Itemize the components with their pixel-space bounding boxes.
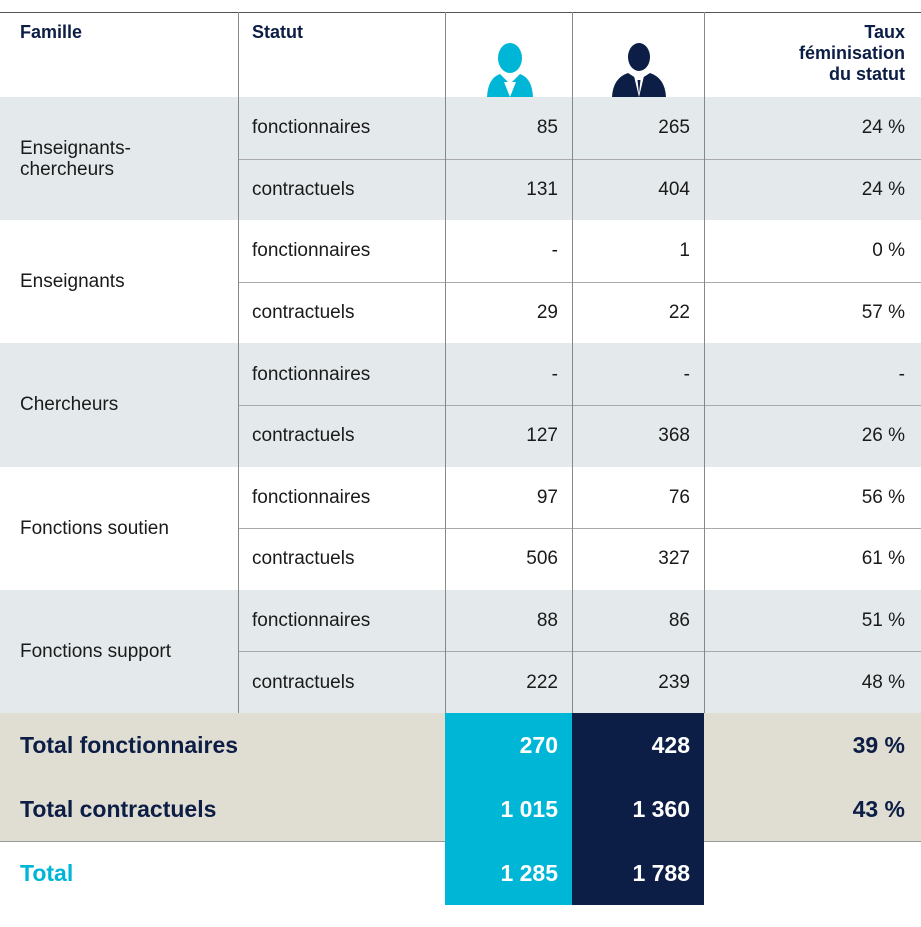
cell: 1 015 — [445, 777, 572, 841]
cell: Enseignants- chercheurs — [20, 137, 131, 180]
rule — [238, 12, 239, 713]
cell: contractuels — [252, 548, 355, 570]
cell: 1 — [679, 240, 690, 262]
female-icon — [487, 43, 533, 97]
rule — [445, 12, 446, 713]
cell: 88 — [536, 610, 558, 632]
cell: Total contractuels — [20, 795, 217, 822]
rule — [0, 12, 921, 13]
cell: contractuels — [252, 302, 355, 324]
cell: 1 360 — [572, 777, 704, 841]
cell: 86 — [668, 610, 690, 632]
cell: 97 — [536, 486, 558, 508]
cell: Taux féminisation du statut — [798, 22, 905, 84]
cell: contractuels — [252, 425, 355, 447]
cell: - — [898, 363, 905, 385]
rule — [572, 12, 573, 713]
cell: Total fonctionnaires — [20, 731, 239, 758]
cell: 1 788 — [572, 841, 704, 905]
cell: Total — [20, 859, 74, 886]
cell: 56 % — [861, 486, 905, 508]
cell: fonctionnaires — [252, 486, 371, 508]
cell: 265 — [658, 117, 690, 139]
rule — [238, 405, 921, 406]
cell: 51 % — [861, 610, 905, 632]
cell: fonctionnaires — [252, 117, 371, 139]
cell: fonctionnaires — [252, 240, 371, 262]
cell: 61 % — [861, 548, 905, 570]
cell: Fonctions support — [20, 640, 172, 662]
rule — [238, 158, 921, 160]
cell: 85 — [536, 117, 558, 139]
cell: Fonctions soutien — [20, 517, 169, 539]
cell: Enseignants — [20, 271, 125, 293]
rule — [238, 281, 921, 283]
cell: 43 % — [852, 795, 905, 822]
cell: 270 — [445, 713, 572, 777]
cell: 127 — [526, 425, 558, 447]
cell: 222 — [526, 671, 558, 693]
cell: 24 % — [861, 178, 905, 200]
cell: contractuels — [252, 178, 355, 200]
rule — [238, 651, 921, 653]
cell: 24 % — [861, 117, 905, 139]
cell: 131 — [526, 178, 558, 200]
cell: - — [683, 363, 690, 385]
cell: Statut — [252, 22, 303, 42]
cell: 48 % — [861, 671, 905, 693]
rule — [704, 12, 705, 713]
cell: 368 — [658, 425, 690, 447]
cell-bg — [0, 343, 921, 467]
cell: fonctionnaires — [252, 363, 371, 385]
cell: contractuels — [252, 671, 355, 693]
cell: Chercheurs — [20, 394, 119, 416]
cell: 239 — [658, 671, 690, 693]
cell: 29 — [536, 302, 558, 324]
cell: 506 — [526, 548, 558, 570]
cell: - — [551, 363, 558, 385]
cell: 1 285 — [445, 841, 572, 905]
cell: 0 % — [872, 240, 905, 262]
cell: 39 % — [852, 731, 905, 758]
cell: 428 — [572, 713, 704, 777]
cell: 57 % — [861, 302, 905, 324]
cell: fonctionnaires — [252, 610, 371, 632]
cell: - — [551, 240, 558, 262]
cell: 404 — [658, 178, 690, 200]
male-icon — [612, 43, 666, 97]
cell: Famille — [20, 22, 83, 42]
cell: 327 — [658, 548, 690, 570]
rule — [238, 528, 921, 530]
cell-bg — [0, 220, 921, 344]
cell: 26 % — [861, 425, 905, 447]
cell: 22 — [668, 302, 690, 324]
cell: 76 — [668, 486, 690, 508]
